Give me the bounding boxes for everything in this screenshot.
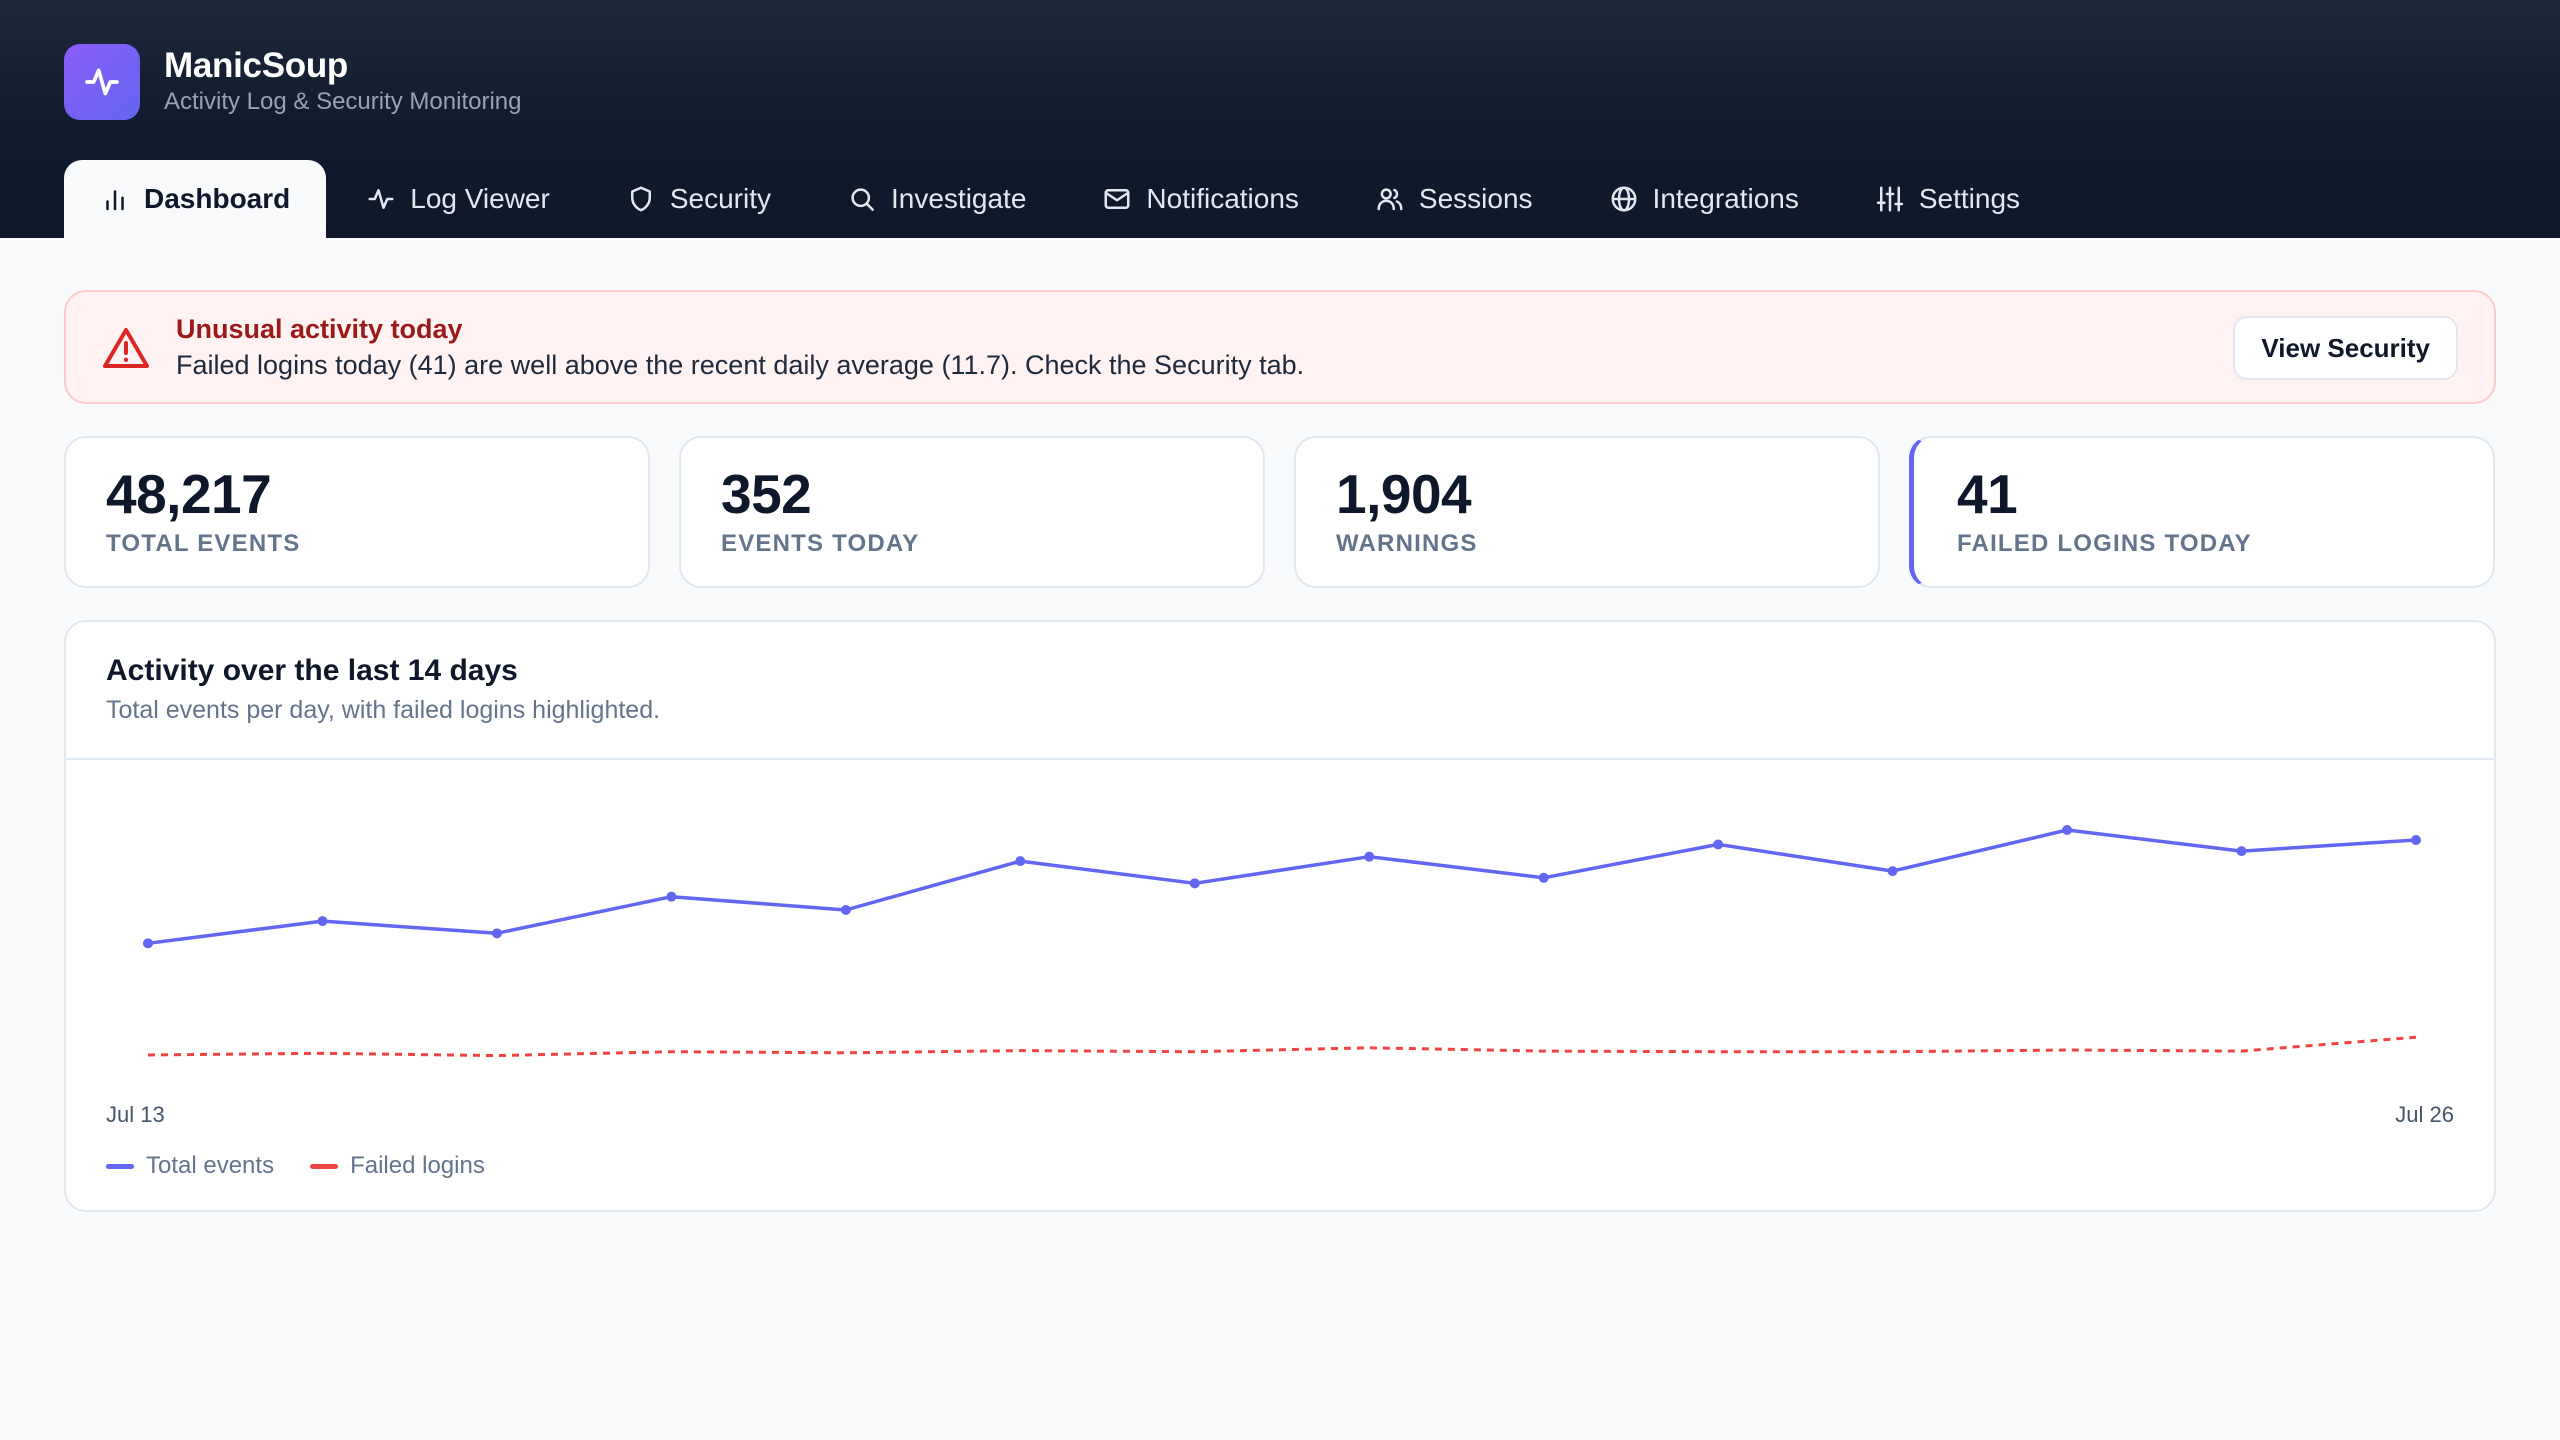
globe-icon — [1611, 186, 1637, 212]
chart-legend: Total events Failed logins — [106, 1152, 485, 1180]
data-point[interactable] — [1538, 872, 1549, 883]
tab-label: Investigate — [890, 183, 1027, 214]
data-point[interactable] — [2411, 835, 2421, 845]
tab-label: Log Viewer — [410, 183, 550, 214]
tab-investigate[interactable]: Investigate — [811, 160, 1062, 238]
data-point[interactable] — [2062, 825, 2073, 835]
unusual-activity-alert: Unusual activity today Failed logins tod… — [64, 290, 2496, 404]
stat-card-failed-logins: 41 FAILED LOGINS TODAY — [1909, 436, 2495, 588]
activity-chart-card: Activity over the last 14 days Total eve… — [64, 620, 2496, 1212]
app-name: ManicSoup — [164, 46, 348, 85]
activity-icon — [85, 68, 119, 96]
tab-log-viewer[interactable]: Log Viewer — [330, 160, 586, 238]
stat-card-warnings: 1,904 WARNINGS — [1294, 436, 1880, 588]
mail-icon — [1104, 189, 1130, 209]
legend-label: Total events — [146, 1152, 275, 1179]
main-tabs: Dashboard Log Viewer Security Investigat… — [64, 160, 2060, 238]
app-header: ManicSoup Activity Log & Security Monito… — [0, 0, 2560, 238]
shield-icon — [630, 186, 651, 212]
activity-icon — [368, 189, 394, 209]
series-line-total-events — [147, 828, 2417, 946]
activity-line-chart — [143, 825, 2421, 1058]
search-icon — [851, 188, 874, 211]
tab-security[interactable]: Security — [590, 160, 807, 238]
divider — [66, 758, 2494, 760]
data-point[interactable] — [317, 916, 328, 927]
series-line-failed-logins — [147, 1035, 2417, 1058]
stat-label: TOTAL EVENTS — [106, 530, 301, 557]
data-point[interactable] — [840, 905, 851, 915]
stat-card-total-events: 48,217 TOTAL EVENTS — [64, 436, 650, 588]
x-tick-label-start: Jul 13 — [106, 1102, 165, 1127]
tab-dashboard[interactable]: Dashboard — [64, 160, 327, 238]
chart-subtitle: Total events per day, with failed logins… — [106, 696, 661, 724]
data-point[interactable] — [1887, 866, 1898, 877]
app-logo — [64, 44, 140, 120]
sliders-icon — [1876, 186, 1903, 212]
data-point[interactable] — [1713, 839, 1724, 850]
legend-swatch — [310, 1163, 339, 1169]
warning-triangle-icon — [103, 328, 149, 368]
data-point[interactable] — [1189, 878, 1200, 889]
stat-label: WARNINGS — [1336, 530, 1478, 557]
tab-label: Notifications — [1146, 183, 1299, 214]
stat-value: 48,217 — [106, 463, 272, 525]
chart-title: Activity over the last 14 days — [106, 654, 518, 687]
tab-notifications[interactable]: Notifications — [1066, 160, 1335, 238]
data-point[interactable] — [1364, 851, 1375, 862]
alert-title: Unusual activity today — [176, 314, 463, 344]
x-tick-label-end: Jul 26 — [2395, 1102, 2454, 1127]
stat-card-events-today: 352 EVENTS TODAY — [679, 436, 1265, 588]
tab-label: Integrations — [1652, 183, 1799, 214]
tab-label: Settings — [1918, 183, 2021, 214]
tab-label: Sessions — [1418, 183, 1533, 214]
stat-value: 41 — [1957, 463, 2018, 525]
stat-label: EVENTS TODAY — [721, 530, 920, 557]
legend-swatch — [106, 1163, 134, 1169]
legend-label: Failed logins — [350, 1152, 485, 1179]
stat-label: FAILED LOGINS TODAY — [1957, 530, 2252, 557]
view-security-button[interactable]: View Security — [2233, 316, 2458, 380]
alert-message: Failed logins today (41) are well above … — [176, 350, 1305, 380]
tab-label: Dashboard — [144, 183, 291, 214]
bar-chart-icon — [106, 190, 124, 211]
data-point[interactable] — [143, 938, 153, 949]
data-point[interactable] — [2236, 846, 2247, 857]
stat-value: 1,904 — [1336, 463, 1472, 525]
users-icon — [1377, 188, 1403, 211]
data-point[interactable] — [491, 928, 502, 939]
app-subtitle: Activity Log & Security Monitoring — [164, 88, 522, 115]
data-point[interactable] — [1015, 856, 1026, 867]
tab-integrations[interactable]: Integrations — [1573, 160, 1835, 238]
legend-item-total-events: Total events — [106, 1152, 274, 1180]
legend-item-failed-logins: Failed logins — [310, 1152, 485, 1180]
data-point[interactable] — [666, 891, 677, 902]
tab-label: Security — [669, 183, 771, 214]
stat-value: 352 — [721, 463, 812, 525]
tab-settings[interactable]: Settings — [1839, 160, 2056, 238]
tab-sessions[interactable]: Sessions — [1339, 160, 1569, 238]
